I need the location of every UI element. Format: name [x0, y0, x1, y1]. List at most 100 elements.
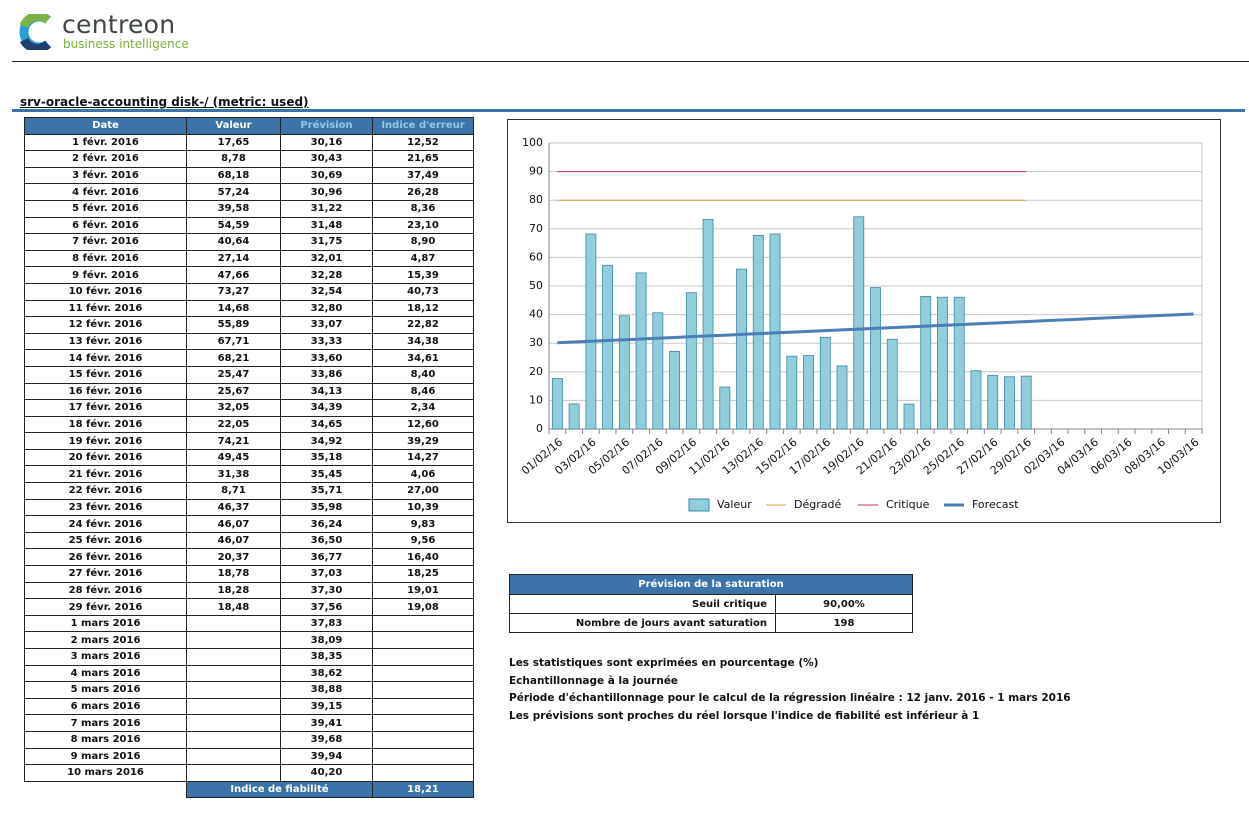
table-cell: 33,07	[281, 317, 373, 334]
table-row: 14 févr. 201668,2133,6034,61	[25, 350, 474, 367]
table-cell	[187, 665, 281, 682]
table-row: 9 mars 201639,94	[25, 748, 474, 765]
table-row: 1 mars 201637,83	[25, 615, 474, 632]
y-tick-label: 80	[529, 193, 543, 206]
legend-label: Dégradé	[794, 498, 841, 511]
table-cell: 21,65	[373, 151, 474, 168]
table-cell	[187, 731, 281, 748]
table-cell	[373, 649, 474, 666]
y-tick-label: 40	[529, 308, 543, 321]
table-cell: 46,37	[187, 499, 281, 516]
bar	[854, 217, 864, 429]
table-cell: 27,00	[373, 483, 474, 500]
column-header: Indice d'erreur	[373, 118, 474, 135]
y-tick-label: 70	[529, 222, 543, 235]
table-cell: 32,80	[281, 300, 373, 317]
table-row: 9 févr. 201647,6632,2815,39	[25, 267, 474, 284]
table-row: 12 févr. 201655,8933,0722,82	[25, 317, 474, 334]
logo-mark	[18, 14, 52, 50]
table-cell: 35,98	[281, 499, 373, 516]
table-cell: 32,54	[281, 283, 373, 300]
bar	[603, 265, 613, 429]
table-cell	[187, 615, 281, 632]
table-cell: 6 mars 2016	[25, 698, 187, 715]
table-cell: 32,28	[281, 267, 373, 284]
table-cell: 7 févr. 2016	[25, 234, 187, 251]
table-row: 10 mars 201640,20	[25, 765, 474, 782]
bar	[636, 273, 646, 429]
table-row: 25 févr. 201646,0736,509,56	[25, 532, 474, 549]
table-cell	[373, 748, 474, 765]
note: Période d'échantillonnage pour le calcul…	[509, 692, 1071, 704]
saturation-row: Seuil critique90,00%	[510, 595, 913, 614]
bar	[1021, 376, 1031, 429]
table-cell: 10,39	[373, 499, 474, 516]
bar	[686, 293, 696, 429]
table-cell: 22 févr. 2016	[25, 483, 187, 500]
table-cell: 57,24	[187, 184, 281, 201]
table-row: 8 févr. 201627,1432,014,87	[25, 250, 474, 267]
table-cell	[187, 698, 281, 715]
table-row: 15 févr. 201625,4733,868,40	[25, 366, 474, 383]
note: Les statistiques sont exprimées en pourc…	[509, 657, 818, 669]
table-cell: 9 mars 2016	[25, 748, 187, 765]
table-cell: 9,83	[373, 516, 474, 533]
table-row: 26 févr. 201620,3736,7716,40	[25, 549, 474, 566]
bar	[904, 404, 914, 429]
table-cell: 16 févr. 2016	[25, 383, 187, 400]
table-cell: 39,41	[281, 715, 373, 732]
bar	[653, 313, 663, 429]
tagline: business intelligence	[63, 37, 189, 51]
table-cell: 30,43	[281, 151, 373, 168]
table-cell: 28 févr. 2016	[25, 582, 187, 599]
saturation-key: Nombre de jours avant saturation	[510, 614, 776, 633]
table-cell	[373, 715, 474, 732]
table-cell: 34,13	[281, 383, 373, 400]
header-row: DateValeurPrévisionIndice d'erreur	[25, 118, 474, 135]
table-cell: 39,29	[373, 433, 474, 450]
table-cell: 19,01	[373, 582, 474, 599]
column-header: Date	[25, 118, 187, 135]
table-cell: 21 févr. 2016	[25, 466, 187, 483]
table-cell: 11 févr. 2016	[25, 300, 187, 317]
table-cell: 14,27	[373, 449, 474, 466]
bar	[804, 356, 814, 429]
saturation-title: Prévision de la saturation	[510, 575, 913, 595]
bar	[988, 375, 998, 429]
table-cell: 49,45	[187, 449, 281, 466]
y-tick-label: 0	[536, 422, 543, 435]
table-cell: 36,77	[281, 549, 373, 566]
data-table: DateValeurPrévisionIndice d'erreur 1 fév…	[24, 117, 474, 798]
bar	[552, 379, 562, 429]
table-cell: 1 févr. 2016	[25, 134, 187, 151]
table-row: 13 févr. 201667,7133,3334,38	[25, 333, 474, 350]
table-row: 19 févr. 201674,2134,9239,29	[25, 433, 474, 450]
bar	[670, 351, 680, 429]
table-row: 6 févr. 201654,5931,4823,10	[25, 217, 474, 234]
table-cell: 31,48	[281, 217, 373, 234]
table-row: 18 févr. 201622,0534,6512,60	[25, 416, 474, 433]
table-cell: 4,06	[373, 466, 474, 483]
table-row: 2 mars 201638,09	[25, 632, 474, 649]
table-cell: 35,71	[281, 483, 373, 500]
table-cell: 17 févr. 2016	[25, 400, 187, 417]
table-cell: 20 févr. 2016	[25, 449, 187, 466]
table-cell: 40,73	[373, 283, 474, 300]
table-cell: 31,38	[187, 466, 281, 483]
table-row: 7 févr. 201640,6431,758,90	[25, 234, 474, 251]
table-cell: 18,78	[187, 566, 281, 583]
table-cell	[187, 649, 281, 666]
table-row: 27 févr. 201618,7837,0318,25	[25, 566, 474, 583]
table-cell: 23 févr. 2016	[25, 499, 187, 516]
table-cell: 34,65	[281, 416, 373, 433]
table-cell: 40,64	[187, 234, 281, 251]
bar	[619, 316, 629, 429]
bar	[954, 297, 964, 429]
table-row: 7 mars 201639,41	[25, 715, 474, 732]
table-cell: 30,69	[281, 167, 373, 184]
y-tick-label: 100	[522, 136, 543, 149]
bar	[703, 219, 713, 429]
table-cell: 8 févr. 2016	[25, 250, 187, 267]
footer-row: Indice de fiabilité18,21	[25, 781, 474, 798]
